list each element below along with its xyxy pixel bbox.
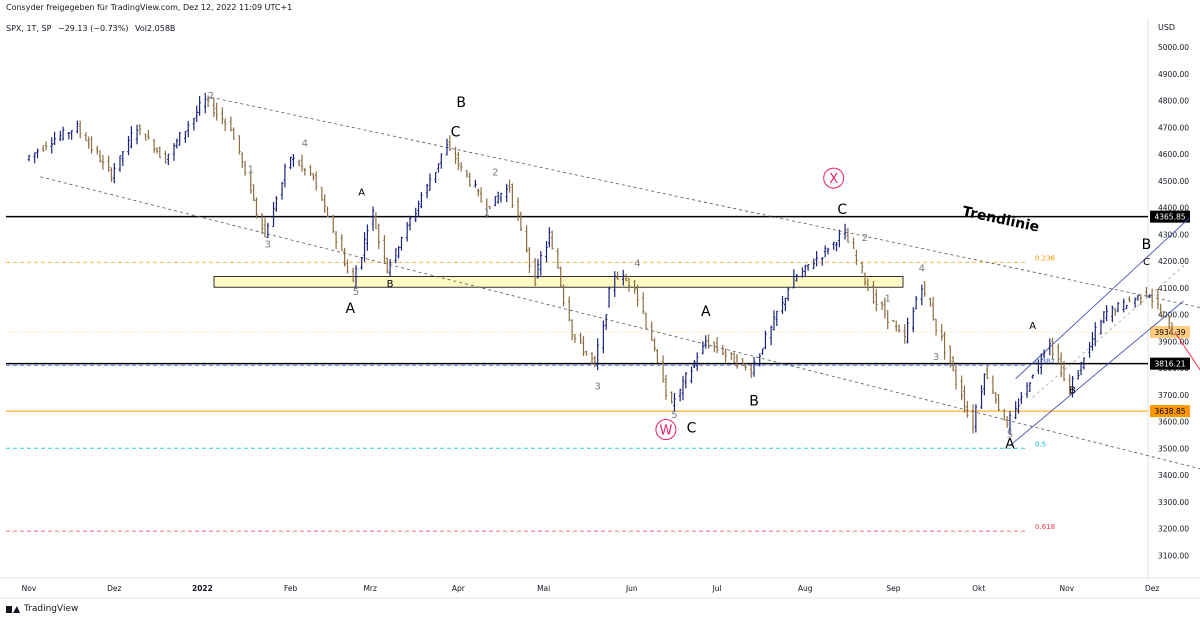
fib-level-label: 0.382 xyxy=(1035,357,1055,365)
wave-label: B xyxy=(749,393,759,409)
y-tick-label: 4500.00 xyxy=(1158,177,1189,186)
y-tick-label: 3700.00 xyxy=(1158,391,1189,400)
price-tag-label: 4365.85 xyxy=(1154,213,1185,222)
x-tick-label: Nov xyxy=(22,584,37,593)
share-header: Consyder freigegeben für TradingView.com… xyxy=(6,3,293,12)
y-tick-label: 5000.00 xyxy=(1158,43,1189,52)
y-tick-label: 3900.00 xyxy=(1158,337,1189,346)
channel-mid-line xyxy=(1032,260,1190,398)
wave-label: 1 xyxy=(885,294,891,305)
wave-label: A xyxy=(358,187,365,198)
price-tag xyxy=(1150,326,1190,339)
symbol-volume: Vol2.058B xyxy=(135,24,176,33)
x-tick-label: 2022 xyxy=(192,584,213,593)
x-tick-label: Mrz xyxy=(363,584,377,593)
wave-label: 5 xyxy=(1007,430,1013,441)
x-tick-label: Dez xyxy=(1145,584,1159,593)
price-axis-title: USD xyxy=(1158,23,1175,32)
y-tick-label: 3600.00 xyxy=(1158,418,1189,427)
y-tick-label: 4700.00 xyxy=(1158,123,1189,132)
x-tick-label: Aug xyxy=(798,584,813,593)
x-tick-label: Mai xyxy=(537,584,550,593)
y-tick-label: 3400.00 xyxy=(1158,471,1189,480)
y-tick-label: 4100.00 xyxy=(1158,284,1189,293)
wave-label: 1 xyxy=(484,208,490,219)
y-tick-label: 3500.00 xyxy=(1158,444,1189,453)
x-tick-label: Jun xyxy=(625,584,638,593)
symbol-change: −29.13 (−0.73%) xyxy=(57,24,129,33)
y-tick-label: 4200.00 xyxy=(1158,257,1189,266)
tradingview-brand: TradingView xyxy=(24,604,79,614)
y-tick-label: 3200.00 xyxy=(1158,525,1189,534)
y-tick-label: 3100.00 xyxy=(1158,551,1189,560)
wave-label: 4 xyxy=(634,258,640,269)
tradingview-footer[interactable]: TradingView xyxy=(6,604,78,614)
resistance-zone xyxy=(213,276,904,288)
wave-label-circled: X xyxy=(829,172,838,187)
wave-label: A xyxy=(346,301,356,317)
wave-label: 3 xyxy=(265,240,271,251)
wave-label: A xyxy=(1029,321,1036,332)
x-tick-label: Dez xyxy=(107,584,121,593)
wave-label: B xyxy=(456,95,466,111)
fib-level-label: 0.5 xyxy=(1035,440,1046,448)
y-tick-label: 3300.00 xyxy=(1158,498,1189,507)
wave-label: C xyxy=(687,421,697,437)
wave-circle xyxy=(823,167,845,189)
wave-label: 5 xyxy=(353,287,359,298)
x-tick-label: Okt xyxy=(972,584,985,593)
symbol-name: SPX, 1T, SP xyxy=(6,24,52,33)
trend-line-upper xyxy=(210,96,1200,308)
fib-level-label: 0.618 xyxy=(1035,523,1055,531)
fib-level-label: 0.236 xyxy=(1035,254,1056,262)
wave-label-circled: W xyxy=(659,424,672,439)
wave-label: 2 xyxy=(492,167,498,178)
y-tick-label: 4400.00 xyxy=(1158,204,1189,213)
x-tick-label: Sep xyxy=(886,584,900,593)
wave-label: C xyxy=(837,202,847,218)
x-tick-label: Jul xyxy=(712,584,722,593)
price-tag xyxy=(1150,357,1190,370)
y-tick-label: 4300.00 xyxy=(1158,230,1189,239)
wave-label: B xyxy=(387,279,394,290)
y-tick-label: 4600.00 xyxy=(1158,150,1189,159)
wave-label: 4 xyxy=(919,264,925,275)
x-tick-label: Feb xyxy=(284,584,298,593)
x-tick-label: Apr xyxy=(452,584,466,593)
wave-circle xyxy=(655,419,677,441)
wave-label: 3 xyxy=(933,352,939,363)
y-tick-label: 4000.00 xyxy=(1158,311,1189,320)
tradingview-logo-icon xyxy=(6,605,20,614)
symbol-legend[interactable]: SPX, 1T, SP −29.13 (−0.73%) Vol2.058B xyxy=(6,24,179,33)
wave-label: B xyxy=(1142,237,1152,253)
price-tag-label: 3816.21 xyxy=(1154,360,1185,369)
price-tag-label: 3934.39 xyxy=(1154,328,1185,337)
wave-label: 2 xyxy=(208,91,214,102)
wave-label: A xyxy=(701,304,711,320)
wave-label: 4 xyxy=(302,139,308,150)
wave-label: 2 xyxy=(862,233,868,244)
wave-label: 3 xyxy=(594,381,600,392)
price-bars xyxy=(27,92,1174,435)
projection-path xyxy=(1174,331,1200,371)
price-tag-label: 3638.85 xyxy=(1154,407,1185,416)
trend-line-lower xyxy=(40,176,1200,470)
y-tick-label: 4900.00 xyxy=(1158,70,1189,79)
price-tag xyxy=(1150,405,1190,418)
wave-label: A xyxy=(1005,436,1015,452)
wave-label: B xyxy=(1069,385,1076,396)
wave-label: 5 xyxy=(671,410,677,421)
wave-label: 1 xyxy=(248,165,254,176)
y-tick-label: 4800.00 xyxy=(1158,97,1189,106)
wave-label: C xyxy=(451,125,461,141)
x-tick-label: Nov xyxy=(1060,584,1075,593)
wave-label: C xyxy=(1143,257,1150,268)
trend-label: Trendlinie xyxy=(961,204,1041,236)
price-tag xyxy=(1150,210,1190,223)
channel-lower-line xyxy=(1009,300,1184,446)
